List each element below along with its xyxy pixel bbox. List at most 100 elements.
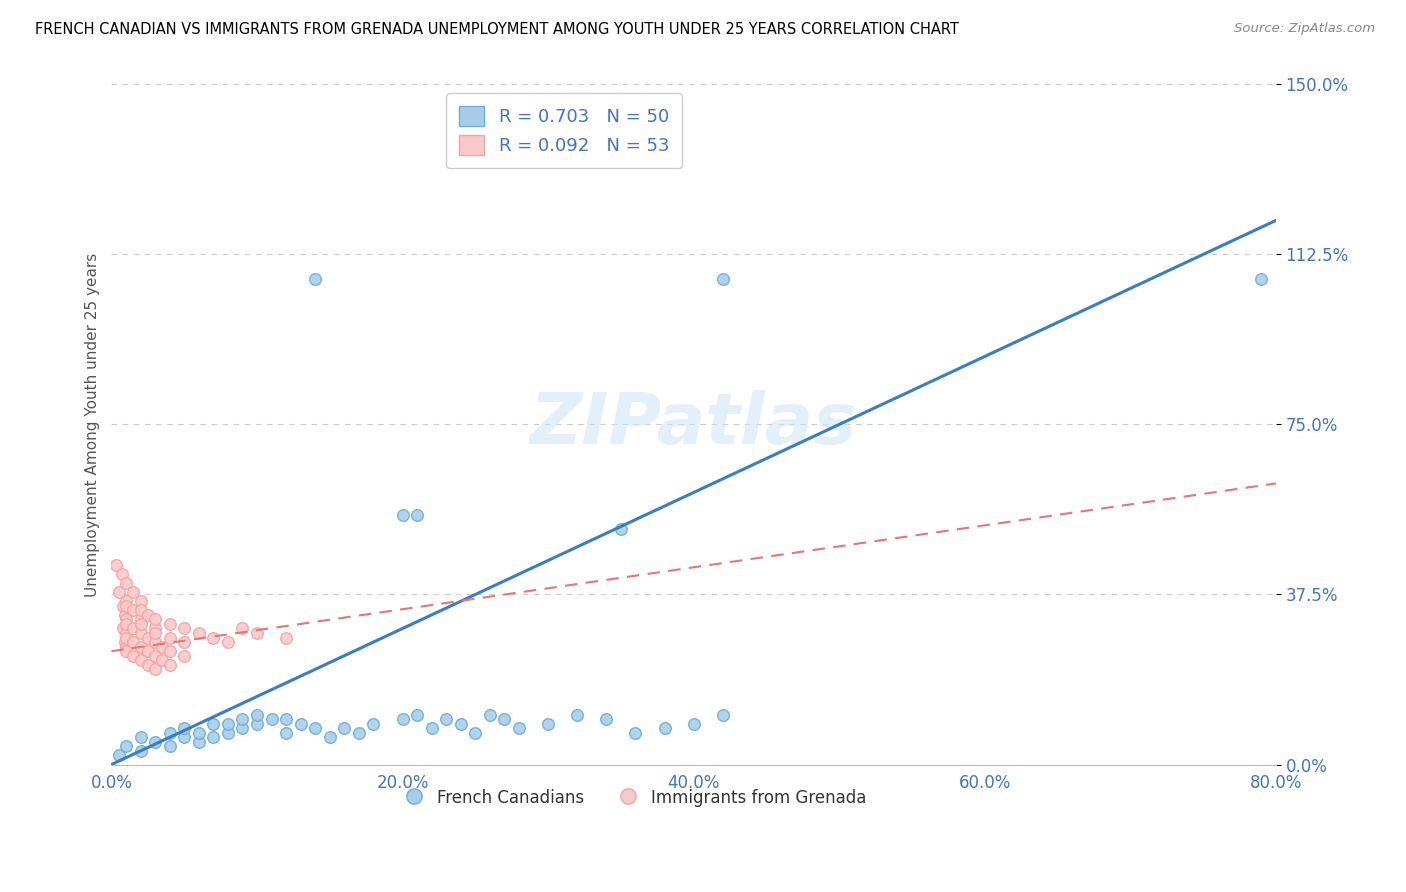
- Point: [115, 599, 138, 613]
- Point: [1250, 272, 1272, 286]
- Point: [202, 631, 225, 645]
- Point: [136, 631, 159, 645]
- Point: [682, 716, 704, 731]
- Point: [508, 721, 530, 735]
- Point: [129, 731, 152, 745]
- Point: [711, 707, 734, 722]
- Point: [114, 635, 136, 649]
- Point: [143, 648, 166, 663]
- Point: [173, 648, 195, 663]
- Point: [104, 558, 127, 572]
- Point: [115, 576, 138, 591]
- Point: [110, 567, 132, 582]
- Point: [115, 644, 138, 658]
- Point: [246, 716, 269, 731]
- Point: [464, 725, 486, 739]
- Point: [478, 707, 501, 722]
- Point: [129, 617, 152, 632]
- Point: [494, 712, 516, 726]
- Point: [159, 617, 181, 632]
- Point: [150, 653, 173, 667]
- Point: [173, 721, 195, 735]
- Point: [115, 626, 138, 640]
- Point: [107, 748, 129, 763]
- Point: [610, 522, 633, 536]
- Point: [304, 721, 326, 735]
- Point: [274, 712, 297, 726]
- Point: [231, 721, 253, 735]
- Point: [173, 635, 195, 649]
- Point: [122, 603, 145, 617]
- Point: [129, 612, 152, 626]
- Point: [143, 612, 166, 626]
- Text: Source: ZipAtlas.com: Source: ZipAtlas.com: [1234, 22, 1375, 36]
- Point: [143, 735, 166, 749]
- Point: [115, 739, 138, 754]
- Point: [187, 725, 209, 739]
- Point: [391, 508, 413, 523]
- Point: [217, 635, 239, 649]
- Point: [347, 725, 370, 739]
- Point: [333, 721, 356, 735]
- Point: [143, 626, 166, 640]
- Point: [129, 626, 152, 640]
- Point: [290, 716, 312, 731]
- Point: [434, 712, 457, 726]
- Point: [129, 744, 152, 758]
- Point: [217, 716, 239, 731]
- Point: [304, 272, 326, 286]
- Point: [115, 612, 138, 626]
- Point: [260, 712, 283, 726]
- Point: [107, 585, 129, 599]
- Point: [274, 631, 297, 645]
- Point: [150, 640, 173, 654]
- Point: [112, 599, 135, 613]
- Point: [187, 735, 209, 749]
- Point: [231, 622, 253, 636]
- Point: [115, 640, 138, 654]
- Point: [112, 622, 135, 636]
- Point: [159, 644, 181, 658]
- Legend: French Canadians, Immigrants from Grenada: French Canadians, Immigrants from Grenad…: [398, 782, 873, 814]
- Point: [122, 648, 145, 663]
- Point: [202, 716, 225, 731]
- Point: [231, 712, 253, 726]
- Point: [129, 653, 152, 667]
- Text: FRENCH CANADIAN VS IMMIGRANTS FROM GRENADA UNEMPLOYMENT AMONG YOUTH UNDER 25 YEA: FRENCH CANADIAN VS IMMIGRANTS FROM GRENA…: [35, 22, 959, 37]
- Point: [217, 725, 239, 739]
- Point: [420, 721, 443, 735]
- Point: [136, 644, 159, 658]
- Point: [406, 508, 429, 523]
- Point: [114, 607, 136, 622]
- Y-axis label: Unemployment Among Youth under 25 years: Unemployment Among Youth under 25 years: [86, 252, 100, 597]
- Point: [319, 731, 342, 745]
- Point: [202, 731, 225, 745]
- Point: [122, 585, 145, 599]
- Point: [391, 712, 413, 726]
- Point: [450, 716, 472, 731]
- Point: [143, 622, 166, 636]
- Point: [246, 707, 269, 722]
- Point: [363, 716, 385, 731]
- Point: [129, 603, 152, 617]
- Point: [406, 707, 429, 722]
- Point: [595, 712, 617, 726]
- Point: [129, 640, 152, 654]
- Point: [129, 594, 152, 608]
- Point: [143, 635, 166, 649]
- Point: [173, 622, 195, 636]
- Point: [173, 731, 195, 745]
- Point: [136, 657, 159, 672]
- Point: [159, 725, 181, 739]
- Point: [122, 622, 145, 636]
- Point: [115, 631, 138, 645]
- Point: [115, 617, 138, 632]
- Point: [159, 657, 181, 672]
- Point: [122, 635, 145, 649]
- Point: [136, 607, 159, 622]
- Point: [159, 631, 181, 645]
- Point: [654, 721, 676, 735]
- Point: [159, 739, 181, 754]
- Point: [537, 716, 560, 731]
- Text: ZIPatlas: ZIPatlas: [530, 390, 858, 459]
